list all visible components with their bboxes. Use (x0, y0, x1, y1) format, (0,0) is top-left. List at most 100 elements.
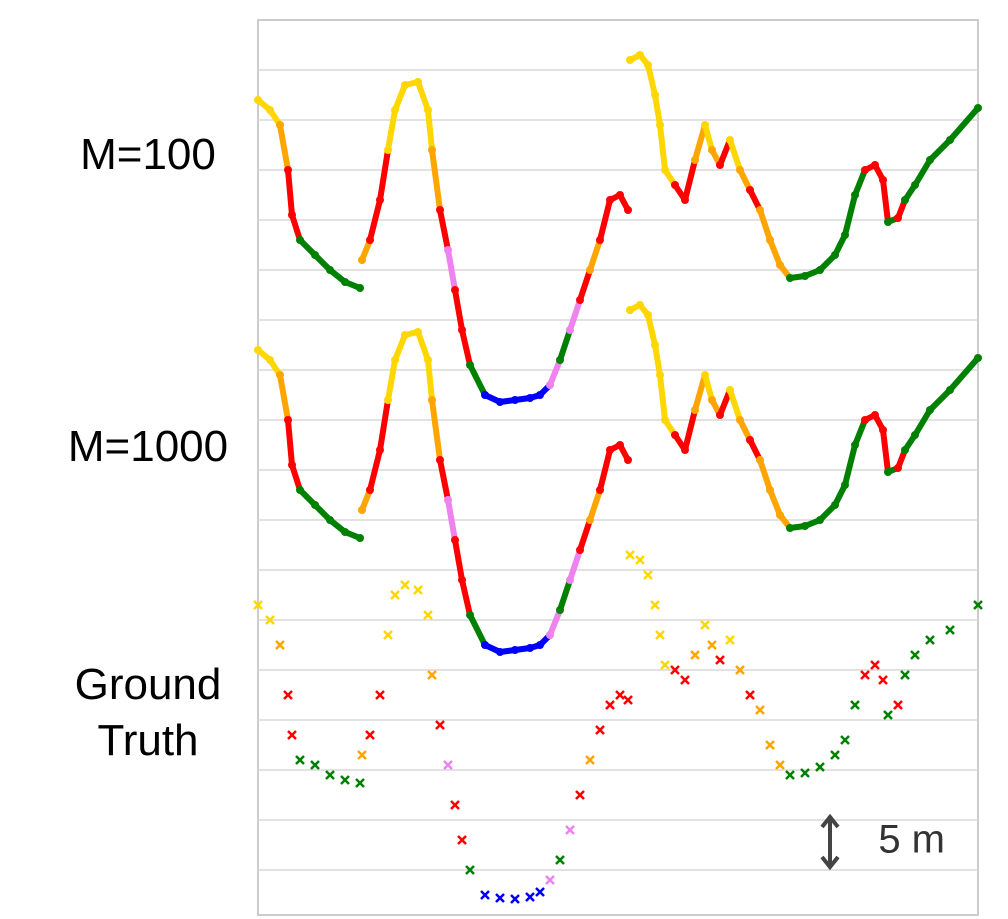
trace-segment (652, 92, 663, 128)
point (546, 631, 554, 639)
point (536, 641, 544, 649)
point (894, 464, 902, 472)
point (444, 496, 452, 504)
point (451, 286, 459, 294)
point (715, 655, 725, 665)
point (801, 522, 809, 530)
point (495, 893, 505, 903)
point (511, 646, 519, 654)
trace-segment (577, 267, 593, 303)
point (326, 516, 334, 524)
point (275, 640, 285, 650)
point (265, 615, 275, 625)
point (596, 486, 604, 494)
point (466, 611, 474, 619)
point (287, 730, 297, 740)
trace-segment (547, 607, 563, 638)
point (566, 576, 574, 584)
point (681, 196, 689, 204)
point (861, 166, 869, 174)
point (276, 371, 284, 379)
point (756, 456, 764, 464)
point (776, 511, 784, 519)
point (766, 486, 774, 494)
point (655, 630, 665, 640)
point (605, 700, 615, 710)
trace-segment (597, 197, 613, 243)
point (358, 256, 366, 264)
trace-segment (702, 372, 715, 403)
point (576, 296, 584, 304)
point (365, 730, 375, 740)
point (636, 301, 644, 309)
point (879, 426, 887, 434)
point (616, 441, 624, 449)
point (746, 186, 754, 194)
trace-segment (757, 207, 773, 243)
point (815, 762, 825, 772)
point (700, 620, 710, 630)
point (496, 648, 504, 656)
point (625, 550, 635, 560)
point (656, 121, 664, 129)
point (879, 176, 887, 184)
trace-segment (947, 105, 981, 143)
point (311, 251, 319, 259)
trace-segment (880, 427, 891, 475)
series-label: Ground Truth (74, 660, 222, 765)
point (878, 675, 888, 685)
point (555, 855, 565, 865)
point (366, 236, 374, 244)
point (644, 61, 652, 69)
point (636, 51, 644, 59)
point (946, 136, 954, 144)
point (735, 665, 745, 675)
point (436, 456, 444, 464)
point (428, 146, 436, 154)
trace-segment (852, 417, 868, 448)
trace-segment (285, 167, 295, 218)
point (681, 446, 689, 454)
point (708, 146, 716, 154)
point (556, 606, 564, 614)
point (650, 600, 660, 610)
point (926, 156, 934, 164)
point (536, 391, 544, 399)
point (911, 431, 919, 439)
point (481, 391, 489, 399)
point (427, 670, 437, 680)
point (615, 690, 625, 700)
point (624, 206, 632, 214)
trace-segment (392, 82, 408, 113)
point (575, 790, 585, 800)
point (596, 236, 604, 244)
point (893, 700, 903, 710)
point (358, 506, 366, 514)
point (296, 236, 304, 244)
point (883, 710, 893, 720)
point (413, 585, 423, 595)
point (725, 635, 735, 645)
point (736, 166, 744, 174)
point (656, 371, 664, 379)
point (254, 96, 262, 104)
point (283, 690, 293, 700)
point (841, 231, 849, 239)
point (786, 524, 794, 532)
point (401, 81, 409, 89)
point (355, 778, 365, 788)
point (765, 740, 775, 750)
series-label: M=100 (80, 130, 216, 179)
trace-segment (927, 137, 953, 163)
point (311, 501, 319, 509)
point (801, 272, 809, 280)
point (511, 396, 519, 404)
point (661, 416, 669, 424)
point (366, 486, 374, 494)
trace-segment (657, 372, 668, 423)
point (356, 284, 364, 292)
point (525, 892, 535, 902)
trace-segment (415, 329, 431, 363)
trace-segment (692, 372, 708, 413)
